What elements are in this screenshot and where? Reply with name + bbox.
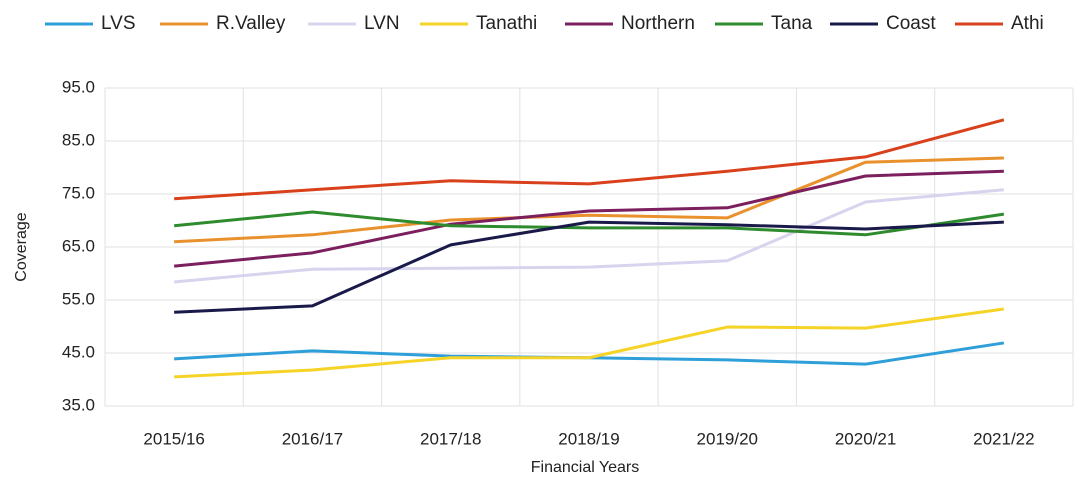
x-tick-label: 2019/20: [697, 429, 758, 448]
series-line: [174, 341, 1005, 366]
y-tick-label: 45.0: [62, 342, 95, 361]
legend-label: R.Valley: [216, 13, 286, 34]
y-axis-label: Coverage: [13, 212, 30, 281]
series-line: [174, 307, 1005, 379]
legend-label: Coast: [886, 13, 936, 34]
legend-label: Tana: [771, 13, 813, 34]
y-tick-label: 75.0: [62, 183, 95, 202]
series-line: [174, 220, 1004, 314]
x-tick-label: 2021/22: [973, 429, 1034, 448]
x-tick-label: 2016/17: [282, 429, 343, 448]
x-tick-label: 2017/18: [420, 429, 481, 448]
legend-label: Tanathi: [476, 13, 537, 34]
series-line: [174, 188, 1004, 284]
x-axis-label: Financial Years: [531, 459, 640, 476]
series-line: [174, 118, 1005, 201]
y-tick-label: 35.0: [62, 395, 95, 414]
y-tick-label: 85.0: [62, 130, 95, 149]
x-tick-label: 2020/21: [835, 429, 896, 448]
legend-label: Northern: [621, 13, 695, 34]
legend-label: LVN: [364, 13, 400, 34]
y-tick-label: 95.0: [62, 77, 95, 96]
legend-label: Athi: [1011, 13, 1044, 34]
y-tick-label: 65.0: [62, 236, 95, 255]
series-line: [173, 169, 1004, 268]
x-tick-label: 2018/19: [558, 429, 619, 448]
x-tick-label: 2015/16: [143, 429, 204, 448]
series-line: [173, 210, 1005, 237]
y-tick-label: 55.0: [62, 289, 95, 308]
legend-label: LVS: [101, 13, 136, 34]
series-line: [174, 156, 1004, 244]
